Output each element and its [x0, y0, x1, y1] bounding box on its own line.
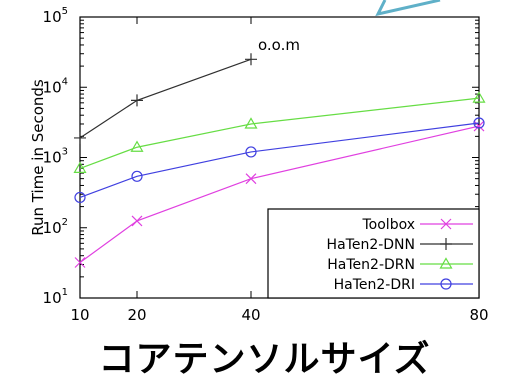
legend-marker — [440, 278, 452, 290]
data-point-haten2-drn — [130, 140, 144, 152]
legend-marker — [439, 257, 453, 269]
data-point-toolbox — [245, 173, 257, 185]
legend-label: HaTen2-DRI — [334, 277, 415, 293]
data-point-haten2-dri — [245, 146, 257, 158]
series-line-haten2-dnn — [79, 58, 252, 139]
y-tick-exponent: 5 — [62, 6, 68, 17]
legend-label: HaTen2-DRN — [327, 257, 415, 273]
series-line-haten2-dri — [79, 122, 480, 199]
data-point-haten2-dnn — [131, 94, 143, 107]
data-point-haten2-dnn — [245, 53, 257, 66]
callout-bubble-fragment — [375, 0, 441, 17]
x-tick-label: 10 — [70, 306, 89, 324]
x-axis-title: コアテンソルサイズ — [98, 339, 431, 380]
data-point-toolbox — [473, 120, 485, 132]
data-point-toolbox — [74, 257, 86, 268]
data-point-haten2-drn — [244, 117, 258, 129]
annotation-oom: o.o.m — [258, 36, 300, 54]
y-tick-exponent: 4 — [62, 76, 68, 87]
data-point-haten2-dri — [74, 191, 86, 204]
data-point-toolbox — [131, 215, 143, 227]
y-tick-exponent: 3 — [62, 147, 68, 158]
data-point-haten2-dnn — [74, 131, 86, 144]
data-point-haten2-dri — [131, 170, 143, 182]
series-line-toolbox — [79, 125, 480, 263]
legend-label: Toolbox — [362, 217, 416, 233]
y-tick-exponent: 2 — [62, 217, 68, 228]
series-line-haten2-drn — [79, 97, 480, 169]
y-axis-label: Run Time in Seconds — [29, 79, 47, 236]
data-point-haten2-drn — [472, 91, 486, 103]
legend-marker — [440, 218, 452, 230]
data-point-haten2-drn — [73, 161, 87, 173]
x-tick-label: 80 — [469, 306, 488, 324]
legend-label: HaTen2-DNN — [327, 237, 415, 253]
x-tick-label: 20 — [127, 306, 146, 324]
x-tick-label: 40 — [241, 306, 260, 324]
y-tick-exponent: 1 — [62, 287, 68, 298]
y-tick-label: 105 — [43, 6, 68, 26]
data-point-haten2-dri — [473, 117, 485, 129]
legend-marker — [440, 238, 452, 250]
y-tick-label: 101 — [43, 287, 68, 307]
